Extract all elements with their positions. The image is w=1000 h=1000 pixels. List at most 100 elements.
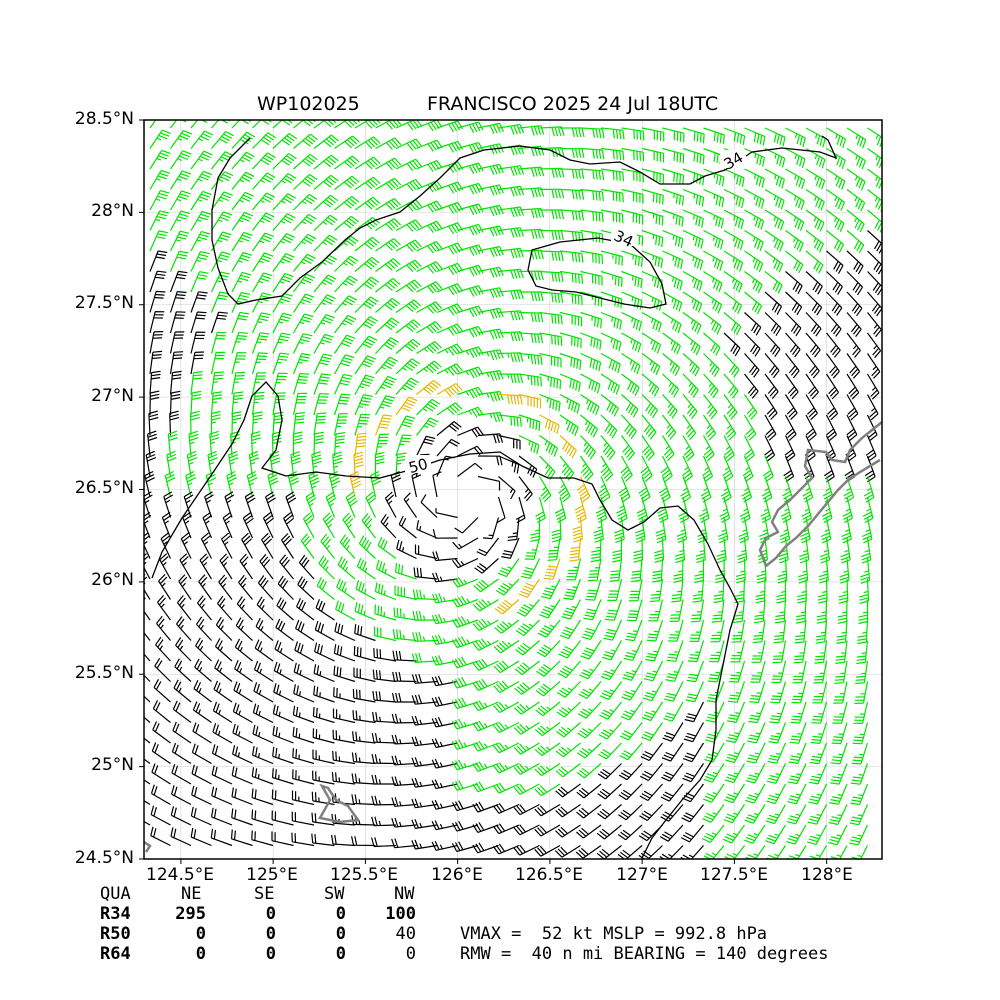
wind-barb — [272, 392, 286, 416]
wind-barb — [193, 679, 212, 703]
wind-barb — [518, 414, 541, 431]
wind-barb — [313, 431, 324, 457]
wind-barb — [492, 843, 520, 855]
wind-barb — [808, 845, 828, 859]
wind-barb — [711, 599, 725, 623]
wind-barb — [846, 127, 867, 149]
wind-barb — [190, 410, 200, 436]
wind-barb — [580, 270, 603, 286]
wind-barb — [252, 746, 274, 765]
wind-barb — [331, 771, 356, 785]
wind-barb — [190, 827, 212, 847]
wind-barb — [144, 737, 151, 744]
wind-barb — [559, 291, 583, 306]
wind-barb — [217, 595, 233, 621]
wind-barb — [559, 619, 582, 640]
wind-barb — [850, 783, 869, 806]
wind-barb — [539, 250, 564, 262]
wind-barb — [435, 508, 458, 519]
wind-barb — [169, 291, 187, 313]
wind-barb — [703, 229, 724, 250]
wind-barb — [352, 688, 376, 703]
wind-barb — [169, 270, 188, 293]
wind-barb — [279, 554, 294, 580]
wind-barb — [744, 373, 759, 399]
wind-barb — [354, 196, 381, 211]
wind-barb — [411, 652, 438, 663]
wind-barb — [351, 794, 376, 806]
wind-barb — [416, 340, 442, 355]
wind-barb — [618, 783, 643, 801]
wind-barb — [391, 776, 417, 787]
wind-barb — [563, 578, 582, 601]
wind-barb — [224, 491, 235, 518]
wind-barb — [313, 234, 338, 252]
wind-barb — [492, 742, 520, 754]
wind-barb — [238, 574, 253, 600]
wind-barb — [662, 311, 682, 334]
wind-barb — [743, 824, 766, 844]
wind-barb — [451, 615, 479, 628]
wind-barb — [498, 393, 523, 405]
wind-barb — [411, 694, 438, 705]
wind-barb — [492, 803, 520, 814]
wind-barb — [272, 704, 294, 724]
wind-barb — [772, 640, 787, 664]
wind-barb — [228, 450, 239, 477]
wind-barb — [815, 619, 828, 644]
wind-barb — [292, 372, 310, 395]
wind-barb — [221, 532, 233, 559]
wind-barb — [660, 455, 673, 482]
wind-barb — [640, 455, 653, 482]
wind-barb — [333, 644, 356, 662]
wind-barb — [231, 331, 248, 354]
wind-barb — [744, 229, 764, 252]
wind-barb — [248, 450, 260, 477]
wind-barb — [744, 353, 760, 378]
wind-barb — [513, 824, 540, 836]
wind-barb — [825, 394, 839, 421]
wind-barb — [702, 435, 715, 462]
wind-barb — [395, 396, 418, 416]
wind-barb — [703, 250, 724, 271]
wind-barb — [210, 231, 232, 252]
wind-barb — [190, 210, 212, 231]
wind-barb — [793, 640, 807, 664]
wind-barb — [144, 511, 152, 539]
wind-barb — [703, 312, 722, 335]
wind-barb — [704, 742, 725, 763]
wind-barb — [231, 211, 254, 231]
wind-barb — [313, 294, 336, 313]
wind-barb — [411, 715, 438, 726]
lon-tick-label: 126°E — [431, 865, 483, 885]
wind-barb — [313, 154, 339, 170]
wind-barb — [515, 619, 540, 637]
wind-barb — [353, 645, 376, 662]
wind-barb — [333, 687, 356, 703]
wind-barb — [160, 532, 172, 559]
wind-barb — [186, 450, 198, 477]
wind-barb — [687, 640, 705, 663]
wind-barb — [313, 254, 337, 272]
wind-barb — [211, 744, 233, 765]
wind-barb — [600, 455, 614, 482]
wind-barb — [285, 491, 297, 518]
wind-barb — [580, 147, 605, 160]
wind-barb — [411, 736, 438, 747]
wind-barb — [661, 742, 684, 762]
wind-barb — [680, 824, 704, 843]
wind-barb — [625, 619, 643, 642]
wind-barb — [554, 844, 581, 858]
wind-barb — [311, 812, 335, 826]
wind-barb — [816, 599, 828, 624]
wind-barb — [747, 722, 766, 744]
wind-barb — [658, 476, 671, 503]
wind-barb — [293, 213, 317, 231]
wind-barb — [539, 352, 562, 368]
wind-barb — [144, 695, 151, 703]
wind-barb — [371, 795, 397, 806]
wind-barb — [867, 148, 882, 170]
wind-barb — [642, 681, 664, 702]
wind-barb — [826, 312, 842, 337]
wind-barb — [846, 209, 865, 233]
